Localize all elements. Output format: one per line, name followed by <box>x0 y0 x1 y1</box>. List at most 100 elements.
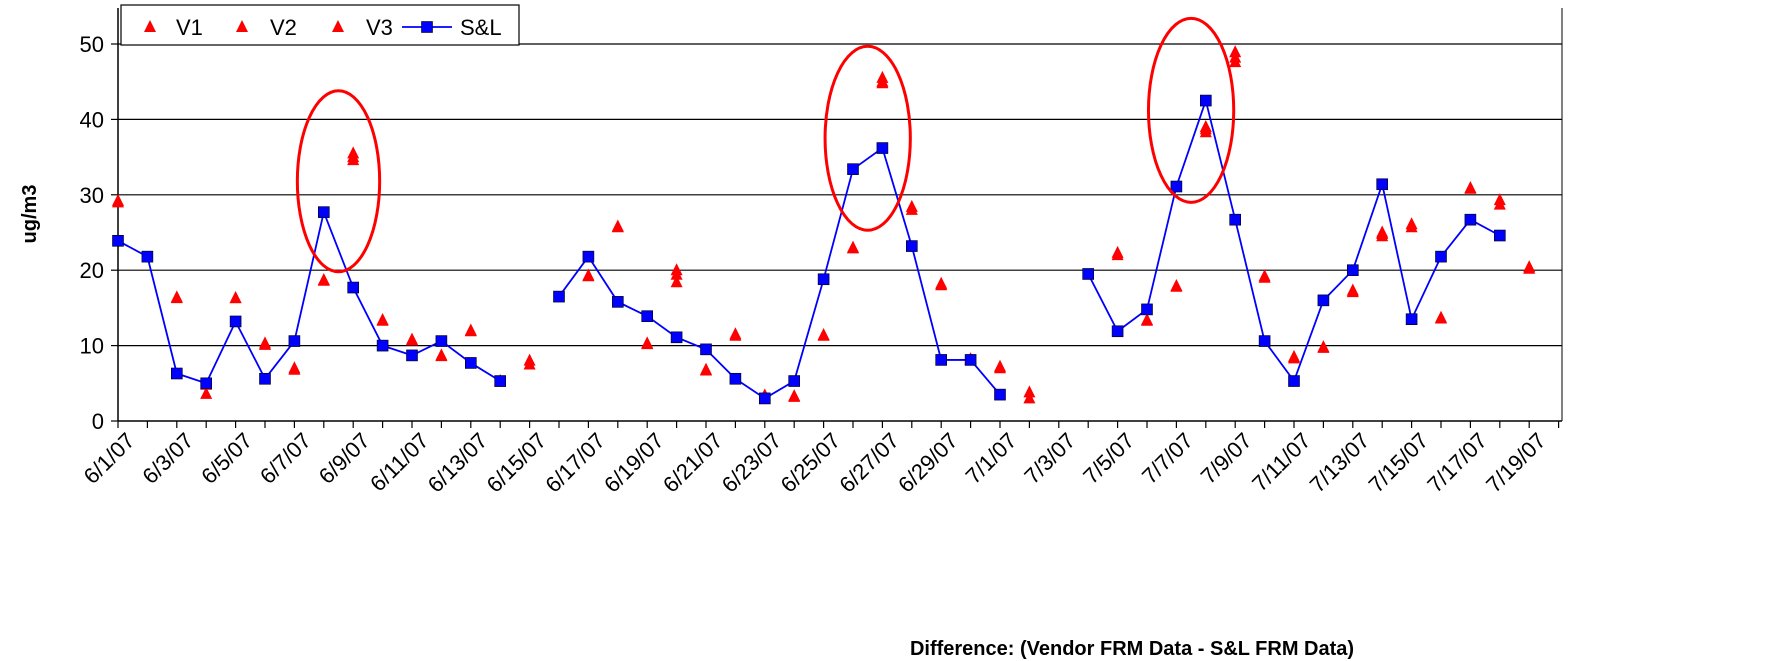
v2-point <box>1464 181 1477 194</box>
v2-point <box>641 337 654 350</box>
sl-point <box>1170 180 1183 193</box>
sl-point <box>582 250 595 263</box>
v2-point <box>112 195 124 208</box>
sl-point <box>200 377 212 390</box>
v2-point <box>464 324 477 337</box>
x-tick-label: 7/13/07 <box>1305 428 1375 498</box>
highlight-ellipse <box>823 44 912 232</box>
v2-point <box>994 361 1006 374</box>
sl-point <box>1435 250 1447 263</box>
x-tick-label: 7/15/07 <box>1364 428 1434 498</box>
v3-point <box>670 275 683 288</box>
v2-point <box>523 357 536 370</box>
sl-point <box>288 335 301 347</box>
y-tick-label: 30 <box>80 183 104 208</box>
v1-point <box>1023 385 1036 398</box>
sl-point <box>758 392 771 405</box>
v2-point <box>288 362 301 375</box>
v2-point <box>935 278 948 291</box>
legend-label: V2 <box>270 15 297 40</box>
x-tick-label: 6/11/07 <box>365 428 433 496</box>
v2-point <box>1170 279 1183 292</box>
sl-point <box>553 290 565 303</box>
v3-point <box>1376 227 1389 240</box>
x-tick-label: 7/17/07 <box>1422 428 1492 498</box>
v2-point <box>376 313 389 326</box>
sl-point <box>876 142 889 154</box>
y-axis-title: ug/m3 <box>19 185 41 244</box>
y-tick-label: 50 <box>80 32 104 57</box>
sl-point <box>905 240 918 252</box>
x-axis-title: Difference: (Vendor FRM Data - S&L FRM D… <box>910 638 1354 660</box>
sl-point <box>935 354 948 366</box>
v2-point <box>1493 197 1506 210</box>
v2-point <box>406 333 418 346</box>
v2-point <box>1023 391 1036 404</box>
v3-point <box>347 150 360 163</box>
x-tick-label: 6/1/07 <box>79 428 140 489</box>
data-markers <box>112 45 1536 405</box>
sl-point <box>259 372 271 385</box>
sl-point <box>611 296 624 308</box>
v2-point <box>1435 311 1447 324</box>
sl-point <box>1141 303 1153 316</box>
v2-point <box>200 386 213 399</box>
x-tick-label: 6/3/07 <box>137 428 198 489</box>
sl-point <box>347 281 360 294</box>
legend-label: V1 <box>176 15 203 40</box>
v2-point <box>611 220 624 233</box>
v2-point <box>1346 285 1359 298</box>
legend: V1 V2 V3 S&L <box>120 4 520 46</box>
sl-point <box>464 357 477 369</box>
x-tick-label: 6/21/07 <box>658 428 728 498</box>
sl-point <box>964 354 977 366</box>
x-tick-label: 6/27/07 <box>834 428 904 498</box>
sl-point <box>1317 294 1330 307</box>
v2-point <box>1317 340 1330 353</box>
sl-point <box>494 375 507 387</box>
y-tick-label: 10 <box>80 334 104 359</box>
y-tick-label: 20 <box>80 258 104 283</box>
sl-point <box>1288 375 1300 387</box>
x-tick-label: 7/19/07 <box>1481 428 1551 498</box>
v2-point <box>435 349 448 362</box>
sl-point <box>788 375 801 387</box>
sl-point <box>1229 213 1241 226</box>
v2-point <box>700 363 712 376</box>
sl-point <box>435 335 448 347</box>
x-tick-label: 6/29/07 <box>893 428 963 498</box>
v3-point <box>876 74 889 87</box>
sl-point <box>1111 325 1124 338</box>
v3-point <box>1199 122 1212 135</box>
sl-point <box>1405 313 1418 326</box>
v2-point <box>905 202 918 215</box>
x-tick-label: 6/25/07 <box>776 428 846 498</box>
sl-point <box>1200 94 1212 107</box>
sl-point <box>141 250 154 263</box>
legend-box <box>120 4 520 46</box>
x-tick-label: 6/19/07 <box>599 428 669 498</box>
v2-point <box>1288 351 1300 364</box>
gridlines <box>118 43 1562 347</box>
v2-point <box>170 291 183 304</box>
x-tick-label: 7/3/07 <box>1019 428 1080 489</box>
legend-marker-v2 <box>236 20 248 32</box>
sl-point <box>1082 268 1094 280</box>
x-tick-label: 6/23/07 <box>717 428 787 498</box>
legend-marker-v1 <box>144 20 156 32</box>
v2-point <box>582 269 595 282</box>
v2-point <box>259 337 271 350</box>
highlight-ellipses <box>295 16 1236 274</box>
y-ticks: 0 10 20 30 40 50 <box>80 32 118 434</box>
sl-point <box>376 339 389 352</box>
x-tick-label: 6/5/07 <box>196 428 257 489</box>
sl-point <box>700 343 712 356</box>
v2-point <box>847 241 859 254</box>
x-tick-label: 6/7/07 <box>255 428 316 489</box>
sl-point <box>112 234 124 247</box>
x-tick-label: 7/11/07 <box>1247 428 1315 496</box>
legend-label: S&L <box>460 15 502 40</box>
sl-point <box>1258 335 1271 347</box>
sl-point <box>847 163 859 175</box>
x-tick-label: 7/7/07 <box>1137 428 1198 489</box>
